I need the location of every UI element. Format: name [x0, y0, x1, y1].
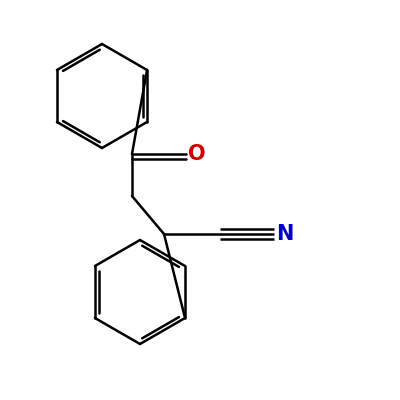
Text: N: N [276, 224, 293, 244]
Text: O: O [188, 144, 206, 164]
